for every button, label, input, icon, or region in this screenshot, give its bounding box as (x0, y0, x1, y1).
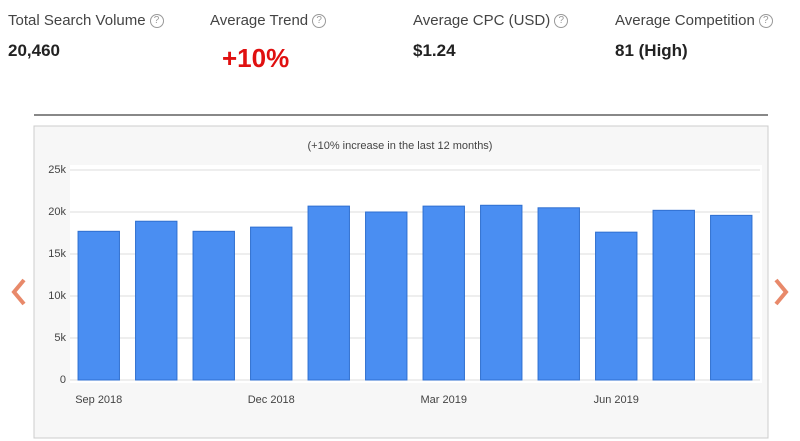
y-tick-label: 20k (48, 206, 66, 218)
y-tick-label: 25k (48, 164, 66, 176)
bar (710, 214, 753, 381)
y-tick-label: 5k (54, 332, 66, 344)
bar (250, 226, 293, 381)
metric-value: $1.24 (413, 41, 456, 60)
metric-value: 81 (High) (615, 41, 688, 60)
y-tick-label: 0 (60, 374, 66, 386)
plot-area (70, 165, 762, 383)
help-icon[interactable]: ? (149, 13, 164, 28)
bar (652, 209, 695, 381)
bar (307, 205, 350, 381)
bar (422, 205, 465, 381)
bar (595, 231, 638, 381)
metric: Average CPC (USD)? $1.24 (413, 12, 569, 61)
metric-value: +10% (222, 43, 290, 73)
bar (77, 230, 120, 381)
metric-label: Average CPC (USD) (413, 12, 551, 29)
metric-value: 20,460 (8, 41, 60, 60)
metric: Average Competition? 81 (High) (615, 12, 773, 61)
next-arrow[interactable] (774, 278, 789, 306)
bar (135, 220, 178, 381)
y-tick-label: 10k (48, 290, 66, 302)
bar (537, 207, 580, 381)
help-icon[interactable]: ? (554, 13, 569, 28)
help-icon[interactable]: ? (758, 13, 773, 28)
x-tick-label: Mar 2019 (421, 394, 467, 406)
bar (192, 230, 235, 381)
divider (34, 114, 768, 116)
bar (365, 211, 408, 381)
x-tick-label: Dec 2018 (248, 394, 295, 406)
metric: Average Trend? +10% (210, 12, 327, 74)
x-tick-label: Jun 2019 (594, 394, 639, 406)
metric: Total Search Volume? 20,460 (8, 12, 164, 61)
x-tick-label: Sep 2018 (75, 394, 122, 406)
metric-label: Average Competition (615, 12, 755, 29)
metric-label: Average Trend (210, 12, 309, 29)
y-tick-label: 15k (48, 248, 66, 260)
prev-arrow[interactable] (11, 278, 26, 306)
chart-subtitle: (+10% increase in the last 12 months) (308, 140, 493, 152)
help-icon[interactable]: ? (312, 13, 327, 28)
metric-label: Total Search Volume (8, 12, 146, 29)
bar (480, 204, 523, 381)
